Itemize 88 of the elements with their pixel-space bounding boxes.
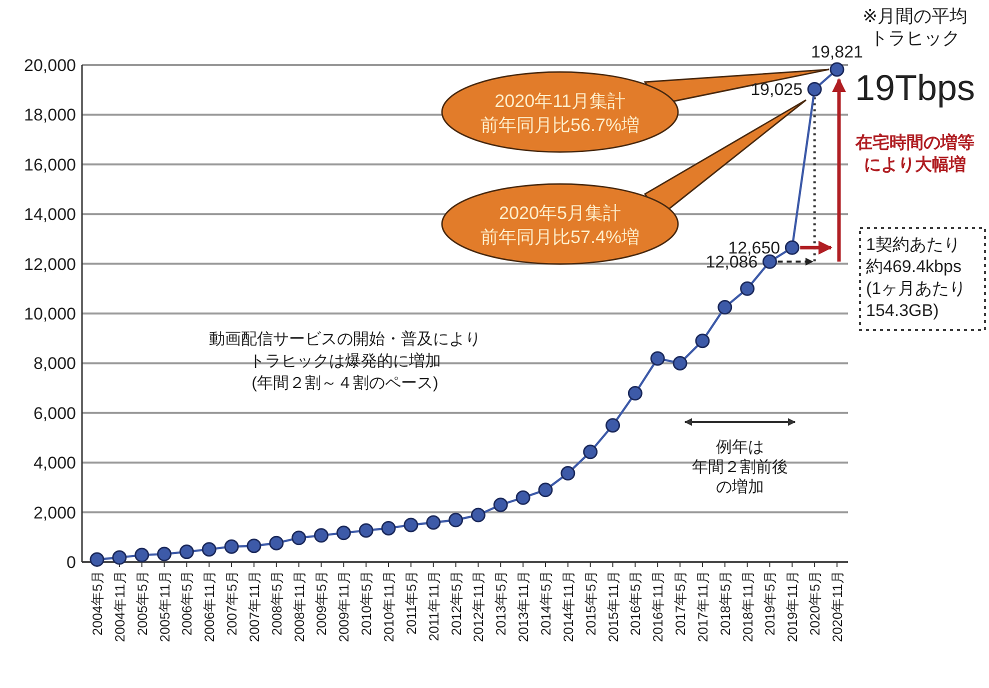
y-tick-label: 18,000	[24, 106, 76, 125]
point	[426, 515, 441, 530]
point	[202, 542, 216, 557]
x-tick-label: 2019年11月	[785, 570, 800, 642]
text: 1契約あたり約469.4kbps(1ヶ月あたり154.3GB)	[866, 235, 966, 320]
point	[784, 240, 800, 255]
x-tick-label: 2006年11月	[202, 570, 218, 642]
point	[224, 539, 239, 554]
x-tick-label: 2004年11月	[112, 570, 128, 642]
text: ※月間の平均トラヒック	[862, 6, 968, 48]
point	[336, 526, 351, 540]
x-tick-label: 2008年11月	[292, 570, 307, 642]
point	[650, 351, 665, 366]
x-tick-label: 2011年5月	[404, 570, 419, 635]
text: 19Tbps	[854, 67, 976, 108]
y-tick-label: 8,000	[33, 354, 76, 374]
point	[830, 62, 844, 77]
point	[246, 538, 262, 554]
x-tick-label: 2018年11月	[740, 570, 756, 642]
annotation: 例年は年間２割前後の増加	[692, 439, 788, 496]
x-tick-label: 2017年5月	[673, 570, 688, 636]
point	[134, 548, 150, 562]
annotation: 2020年5月集計前年同月比57.4%増	[480, 203, 640, 247]
x-tick-label: 2015年5月	[583, 570, 598, 636]
x-tick-label: 2011年11月	[426, 570, 442, 642]
x-tick-label: 2014年5月	[538, 570, 554, 636]
x-tick-label: 2020年5月	[808, 570, 823, 636]
x-tick-label: 2020年11月	[830, 570, 845, 642]
x-tick-label: 2013年11月	[516, 570, 532, 642]
x-tick-label: 2010年11月	[382, 570, 397, 642]
x-tick-label: 2007年5月	[224, 570, 240, 636]
y-tick-label: 6,000	[33, 404, 76, 423]
y-tick-label: 12,000	[24, 254, 76, 274]
point	[583, 444, 598, 460]
y-tick-label: 4,000	[33, 454, 76, 473]
point	[292, 530, 306, 546]
point	[448, 512, 464, 528]
x-tick-label: 2014年11月	[560, 570, 576, 642]
point	[314, 528, 328, 543]
y-tick-label: 10,000	[24, 304, 76, 324]
y-tick-label: 14,000	[24, 205, 76, 224]
x-tick-label: 2010年5月	[359, 570, 374, 636]
point	[695, 334, 710, 348]
x-tick-label: 2018年5月	[718, 570, 733, 636]
x-tick-label: 2016年11月	[650, 570, 666, 642]
point	[157, 546, 172, 562]
x-tick-label: 2019年5月	[762, 570, 778, 636]
x-tick-label: 2005年11月	[157, 570, 172, 642]
x-tick-label: 2004年5月	[90, 570, 105, 636]
point	[672, 356, 688, 370]
point	[560, 466, 576, 481]
x-tick-label: 2009年11月	[336, 570, 352, 642]
data-label: 19,821	[811, 42, 863, 62]
point	[606, 418, 620, 433]
x-tick-label: 2017年11月	[695, 570, 710, 642]
x-tick-label: 2013年5月	[494, 570, 509, 636]
point	[538, 482, 553, 498]
y-tick-label: 0	[66, 553, 76, 572]
x-tick-label: 2016年5月	[628, 570, 644, 636]
x-tick-label: 2012年5月	[448, 570, 464, 636]
x-tick-label: 2015年11月	[606, 570, 621, 642]
point	[381, 520, 396, 536]
y-tick-label: 16,000	[24, 155, 76, 174]
x-tick-label: 2009年5月	[314, 570, 330, 636]
point	[740, 281, 755, 296]
point	[718, 300, 732, 315]
x-tick-label: 2006年5月	[180, 570, 195, 636]
x-tick-label: 2005年5月	[134, 570, 150, 636]
x-tick-label: 2012年11月	[471, 570, 486, 642]
point	[404, 518, 418, 532]
point	[628, 386, 642, 401]
point	[470, 508, 486, 522]
y-tick-label: 20,000	[24, 56, 76, 75]
point	[269, 536, 284, 550]
annotation: 2020年11月集計前年同月比56.7%増	[480, 91, 640, 135]
data-label: 19,025	[750, 80, 803, 100]
point	[90, 552, 104, 567]
point	[179, 544, 194, 560]
x-tick-label: 2008年5月	[269, 570, 284, 636]
point	[493, 498, 508, 512]
annotation: 動画配信サービスの開始・普及によりトラヒックは爆発的に増加(年間２割～４割のペース)	[209, 330, 481, 392]
y-tick-label: 2,000	[33, 503, 76, 522]
point	[516, 490, 530, 505]
text: 在宅時間の増等により大幅増	[854, 132, 974, 174]
point	[358, 523, 374, 538]
x-tick-label: 2007年11月	[246, 570, 262, 642]
point	[112, 550, 127, 565]
point	[807, 82, 822, 96]
